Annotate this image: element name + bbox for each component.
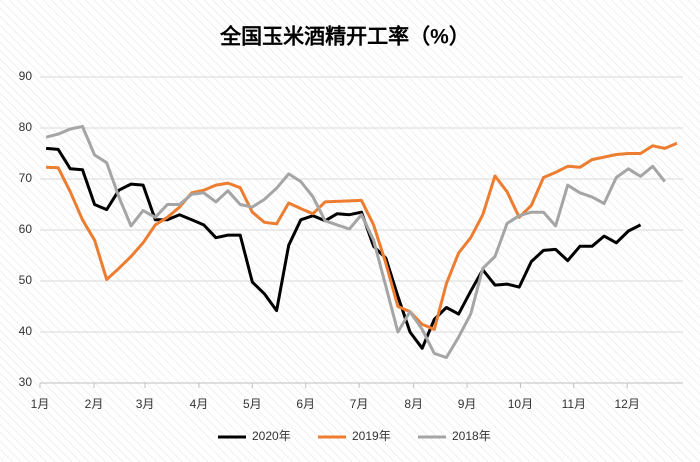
x-tick-label: 12月 <box>615 397 640 411</box>
x-tick-label: 3月 <box>136 397 155 411</box>
y-tick-label: 30 <box>19 375 33 389</box>
chart-title: 全国玉米酒精开工率（%） <box>219 25 470 49</box>
x-tick-label: 4月 <box>190 397 209 411</box>
series-line <box>45 125 666 359</box>
x-tick-label: 6月 <box>296 397 315 411</box>
x-tick-label: 1月 <box>31 397 50 411</box>
x-tick-label: 11月 <box>562 397 586 411</box>
legend-label: 2018年 <box>452 429 491 443</box>
x-tick-label: 9月 <box>458 397 477 411</box>
x-tick-label: 8月 <box>404 397 423 411</box>
y-tick-label: 70 <box>19 171 33 185</box>
x-tick-label: 2月 <box>85 397 104 411</box>
y-tick-label: 90 <box>19 69 33 83</box>
y-tick-label: 40 <box>19 324 33 338</box>
x-tick-label: 7月 <box>350 397 369 411</box>
x-tick-label: 10月 <box>508 397 533 411</box>
legend-label: 2020年 <box>252 429 291 443</box>
y-tick-label: 50 <box>19 273 33 287</box>
legend-label: 2019年 <box>352 429 391 443</box>
series-line <box>45 146 642 350</box>
y-tick-label: 60 <box>19 222 33 236</box>
x-tick-label: 5月 <box>243 397 262 411</box>
y-tick-label: 80 <box>19 120 33 134</box>
series-line <box>46 141 678 331</box>
